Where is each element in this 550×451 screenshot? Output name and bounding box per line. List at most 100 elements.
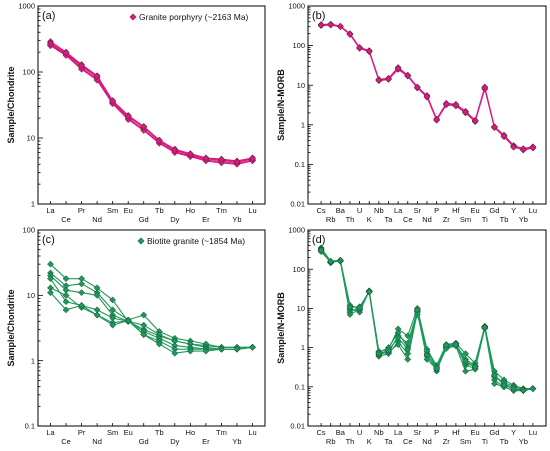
data-point	[491, 371, 498, 379]
x-tick-label: Dy	[170, 215, 179, 224]
x-tick-label: Ta	[385, 437, 394, 446]
data-point	[413, 306, 421, 314]
data-point	[346, 311, 354, 318]
series-line	[320, 249, 533, 391]
panel-label: (a)	[42, 10, 55, 22]
x-tick-label: Tb	[500, 215, 509, 224]
data-point	[433, 116, 441, 124]
data-point	[47, 289, 54, 297]
y-tick-label: 1000	[18, 2, 35, 11]
x-tick-label: Rb	[326, 437, 336, 446]
x-tick-label: La	[394, 428, 403, 437]
data-point	[78, 62, 85, 69]
data-point	[140, 331, 148, 339]
series-line	[320, 248, 534, 392]
x-tick-label: Ce	[403, 215, 413, 224]
data-point	[500, 132, 508, 140]
data-point	[202, 155, 210, 162]
data-point	[78, 289, 85, 297]
x-tick-label: P	[434, 206, 439, 215]
x-tick-label: Tb	[155, 206, 164, 215]
data-point	[140, 311, 148, 319]
data-point	[140, 123, 148, 131]
data-point	[423, 351, 431, 359]
data-point	[124, 112, 132, 120]
data-point	[124, 317, 132, 325]
legend-marker	[129, 13, 137, 21]
plot-frame	[37, 5, 266, 205]
panel-label: (b)	[312, 10, 325, 22]
data-point	[109, 321, 117, 329]
y-tick-label: 1	[301, 120, 305, 129]
y-tick-label: 0.1	[295, 160, 305, 169]
x-tick-label: U	[357, 206, 362, 215]
data-point	[471, 117, 479, 125]
data-point	[510, 143, 518, 151]
y-tick-label: 1000	[288, 226, 305, 235]
y-axis-label: Sample/N-MORB	[276, 69, 286, 141]
series-line	[50, 43, 253, 163]
x-tick-label: Sr	[414, 428, 422, 437]
data-point	[249, 343, 256, 351]
data-point	[346, 30, 354, 38]
x-tick-label: La	[46, 206, 55, 215]
series-line	[321, 23, 534, 150]
x-tick-label: Tb	[155, 428, 164, 437]
x-tick-label: Ce	[61, 215, 71, 224]
x-tick-label: Pr	[78, 206, 86, 215]
x-tick-label: Ho	[186, 206, 196, 215]
data-point	[423, 93, 431, 100]
legend-marker	[137, 237, 145, 245]
data-point	[442, 341, 450, 349]
x-tick-label: Th	[346, 215, 355, 224]
x-tick-label: Sm	[107, 206, 118, 215]
series-line	[50, 41, 253, 162]
data-point	[317, 246, 325, 254]
data-point	[62, 49, 70, 57]
x-tick-label: K	[367, 215, 372, 224]
data-point	[155, 137, 163, 145]
series-line	[50, 287, 253, 350]
series-line	[321, 24, 534, 151]
x-tick-label: Hf	[452, 428, 460, 437]
x-tick-label: U	[357, 428, 362, 437]
series-line	[321, 24, 534, 150]
data-point	[62, 298, 70, 306]
data-point	[47, 40, 54, 48]
x-tick-label: Yb	[519, 437, 528, 446]
x-tick-label: Ce	[403, 437, 413, 446]
data-point	[442, 100, 450, 108]
data-point	[433, 364, 441, 372]
x-tick-label: Zr	[443, 215, 451, 224]
y-tick-label: 0.1	[295, 382, 305, 391]
data-point	[462, 108, 469, 116]
data-point	[327, 21, 335, 28]
x-tick-label: Yb	[232, 437, 241, 446]
data-point	[218, 345, 225, 353]
x-tick-label: Er	[202, 437, 210, 446]
data-point	[109, 296, 117, 304]
x-tick-label: Nd	[422, 437, 432, 446]
series-line	[320, 251, 534, 392]
y-tick-label: 10	[297, 81, 305, 90]
y-tick-label: 1	[31, 356, 35, 365]
y-tick-label: 0.01	[290, 200, 305, 209]
data-point	[62, 306, 70, 314]
data-point	[519, 386, 527, 394]
plot-frame	[307, 229, 547, 427]
x-tick-label: Gd	[139, 437, 149, 446]
x-tick-label: Ho	[186, 428, 196, 437]
data-point	[491, 123, 498, 131]
x-tick-label: Rb	[326, 215, 336, 224]
data-point	[218, 156, 225, 164]
x-tick-label: Nb	[374, 206, 384, 215]
x-tick-label: Hf	[452, 206, 460, 215]
x-tick-label: Y	[511, 206, 516, 215]
x-tick-label: K	[367, 437, 372, 446]
x-tick-label: Eu	[471, 428, 480, 437]
x-tick-label: Nd	[92, 437, 102, 446]
data-point	[140, 127, 148, 134]
x-tick-label: Dy	[170, 437, 179, 446]
panel-d: 0.01 0.1 1 10 100 1000 CsRbBaThUKNbTaLaCeSrNdP…	[276, 226, 547, 446]
